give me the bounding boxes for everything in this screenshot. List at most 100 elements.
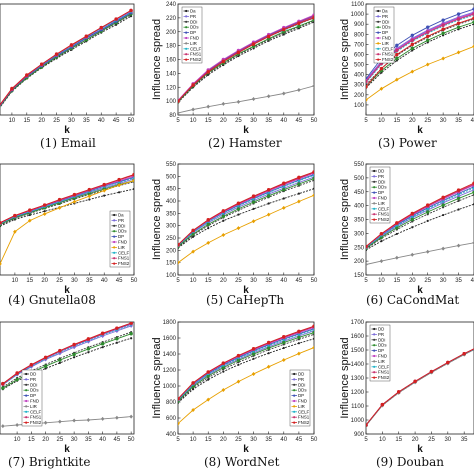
x-tick-label: 15 (205, 437, 212, 443)
x-tick-label: 45 (296, 437, 303, 443)
y-tick-label: 1200 (163, 368, 177, 374)
legend-marker (377, 9, 380, 13)
legend-label: DD (378, 327, 384, 332)
data-point-celf (118, 181, 121, 184)
data-point-dp (456, 12, 461, 16)
x-tick-label: 5 (364, 437, 368, 443)
legend-marker (373, 213, 376, 216)
data-point-fns2 (297, 329, 301, 333)
legend-label: DDs (190, 25, 199, 30)
legend-marker (373, 344, 376, 347)
series-line-ddi (178, 179, 314, 248)
data-point-fns2 (413, 379, 417, 384)
legend-marker (377, 15, 380, 18)
y-tick-label: 300 (166, 224, 177, 230)
series-group (366, 181, 474, 267)
legend-label: DP (298, 393, 304, 398)
panel-caption: (5) CaHepTh (206, 293, 284, 307)
y-tick-label: 1700 (351, 320, 365, 326)
y-tick-label: 800 (354, 32, 365, 38)
x-axis-label: k (243, 125, 249, 136)
data-point-da (192, 235, 195, 238)
series-line-da (178, 188, 314, 249)
data-point-fns2 (251, 42, 256, 46)
x-tick-label: 30 (71, 437, 78, 443)
legend-label: DDi (378, 337, 385, 342)
legend-marker (25, 405, 28, 408)
series-line-fnd (178, 14, 314, 101)
data-point-dds (395, 56, 399, 61)
y-tick-label: 220 (166, 16, 177, 22)
panel-caption: (7) Brightkite (8, 455, 90, 469)
y-tick-label: 600 (354, 52, 365, 58)
legend-marker (373, 349, 376, 352)
y-tick-label: 100 (354, 103, 365, 109)
legend-label: LIR (382, 41, 389, 46)
y-tick-label: 1100 (351, 2, 365, 8)
y-tick-label: 500 (354, 176, 365, 182)
x-tick-label: 35 (83, 118, 90, 124)
data-point-fns2 (191, 228, 195, 233)
legend-label: FNS1 (378, 212, 390, 217)
panel-caption: (8) WordNet (204, 455, 280, 469)
legend-marker (377, 42, 380, 45)
data-point-lir (395, 77, 399, 82)
legend-marker (373, 218, 376, 221)
data-point-celf (282, 338, 285, 342)
data-point-fns2 (191, 381, 195, 385)
data-point-fns2 (366, 85, 368, 89)
y-tick-label: 600 (166, 416, 177, 422)
legend-label: CELF (378, 364, 390, 369)
legend-marker (113, 219, 116, 222)
legend-marker (113, 246, 116, 249)
data-point-fns2 (206, 218, 210, 222)
y-tick-label: 400 (354, 73, 365, 79)
legend-label: FNS2 (298, 420, 310, 425)
x-tick-label: 15 (28, 437, 35, 443)
y-tick-label: 180 (166, 44, 177, 50)
data-point-lir (297, 351, 301, 356)
x-tick-label: 15 (205, 118, 212, 124)
legend-marker (373, 175, 376, 178)
legend-marker (373, 338, 376, 341)
series-line-dds (0, 180, 134, 225)
legend-label: PR (118, 218, 124, 223)
chart-panel-p6: 5 10 15 20 25 30 35 40 150 200 250 300 350 400 450 500 5… (339, 162, 474, 307)
data-point-dds (312, 176, 314, 181)
data-point-fns2 (379, 231, 384, 236)
data-point-dds (410, 217, 414, 222)
legend-label: Da (118, 213, 124, 218)
x-tick-label: 45 (114, 437, 121, 443)
data-point-dd (267, 352, 270, 355)
data-point-dds (426, 210, 430, 214)
data-point-fns2 (115, 326, 119, 330)
data-point-ddi (442, 206, 445, 209)
data-point-dds (456, 25, 461, 29)
x-tick-label: 40 (471, 118, 474, 124)
data-point-da (88, 198, 91, 201)
legend-label: LIR (30, 404, 37, 409)
data-point-dds (86, 347, 91, 351)
data-point-dd (442, 213, 445, 217)
x-tick-label: 30 (250, 278, 257, 284)
data-point-fns2 (379, 66, 384, 71)
x-tick-label: 30 (444, 437, 451, 443)
data-point-lir (312, 83, 314, 88)
y-tick-label: 140 (166, 71, 177, 77)
data-point-da (282, 197, 285, 200)
data-point-lir (281, 91, 286, 96)
data-point-lir (251, 219, 256, 224)
data-point-fns2 (42, 203, 47, 207)
series-line-lir (178, 347, 314, 424)
legend-marker (293, 389, 296, 392)
x-tick-label: 10 (14, 437, 21, 443)
legend-marker (113, 257, 116, 260)
legend-marker (113, 230, 116, 233)
x-tick-label: 35 (461, 437, 468, 443)
series-line-lir (178, 85, 314, 114)
series-line-lir (366, 45, 474, 101)
chart-panel-p1: 10 15 20 25 30 35 40 45 50 k(1) Email (0, 3, 135, 150)
legend-marker (293, 378, 296, 381)
series-line-ddi (178, 20, 314, 103)
